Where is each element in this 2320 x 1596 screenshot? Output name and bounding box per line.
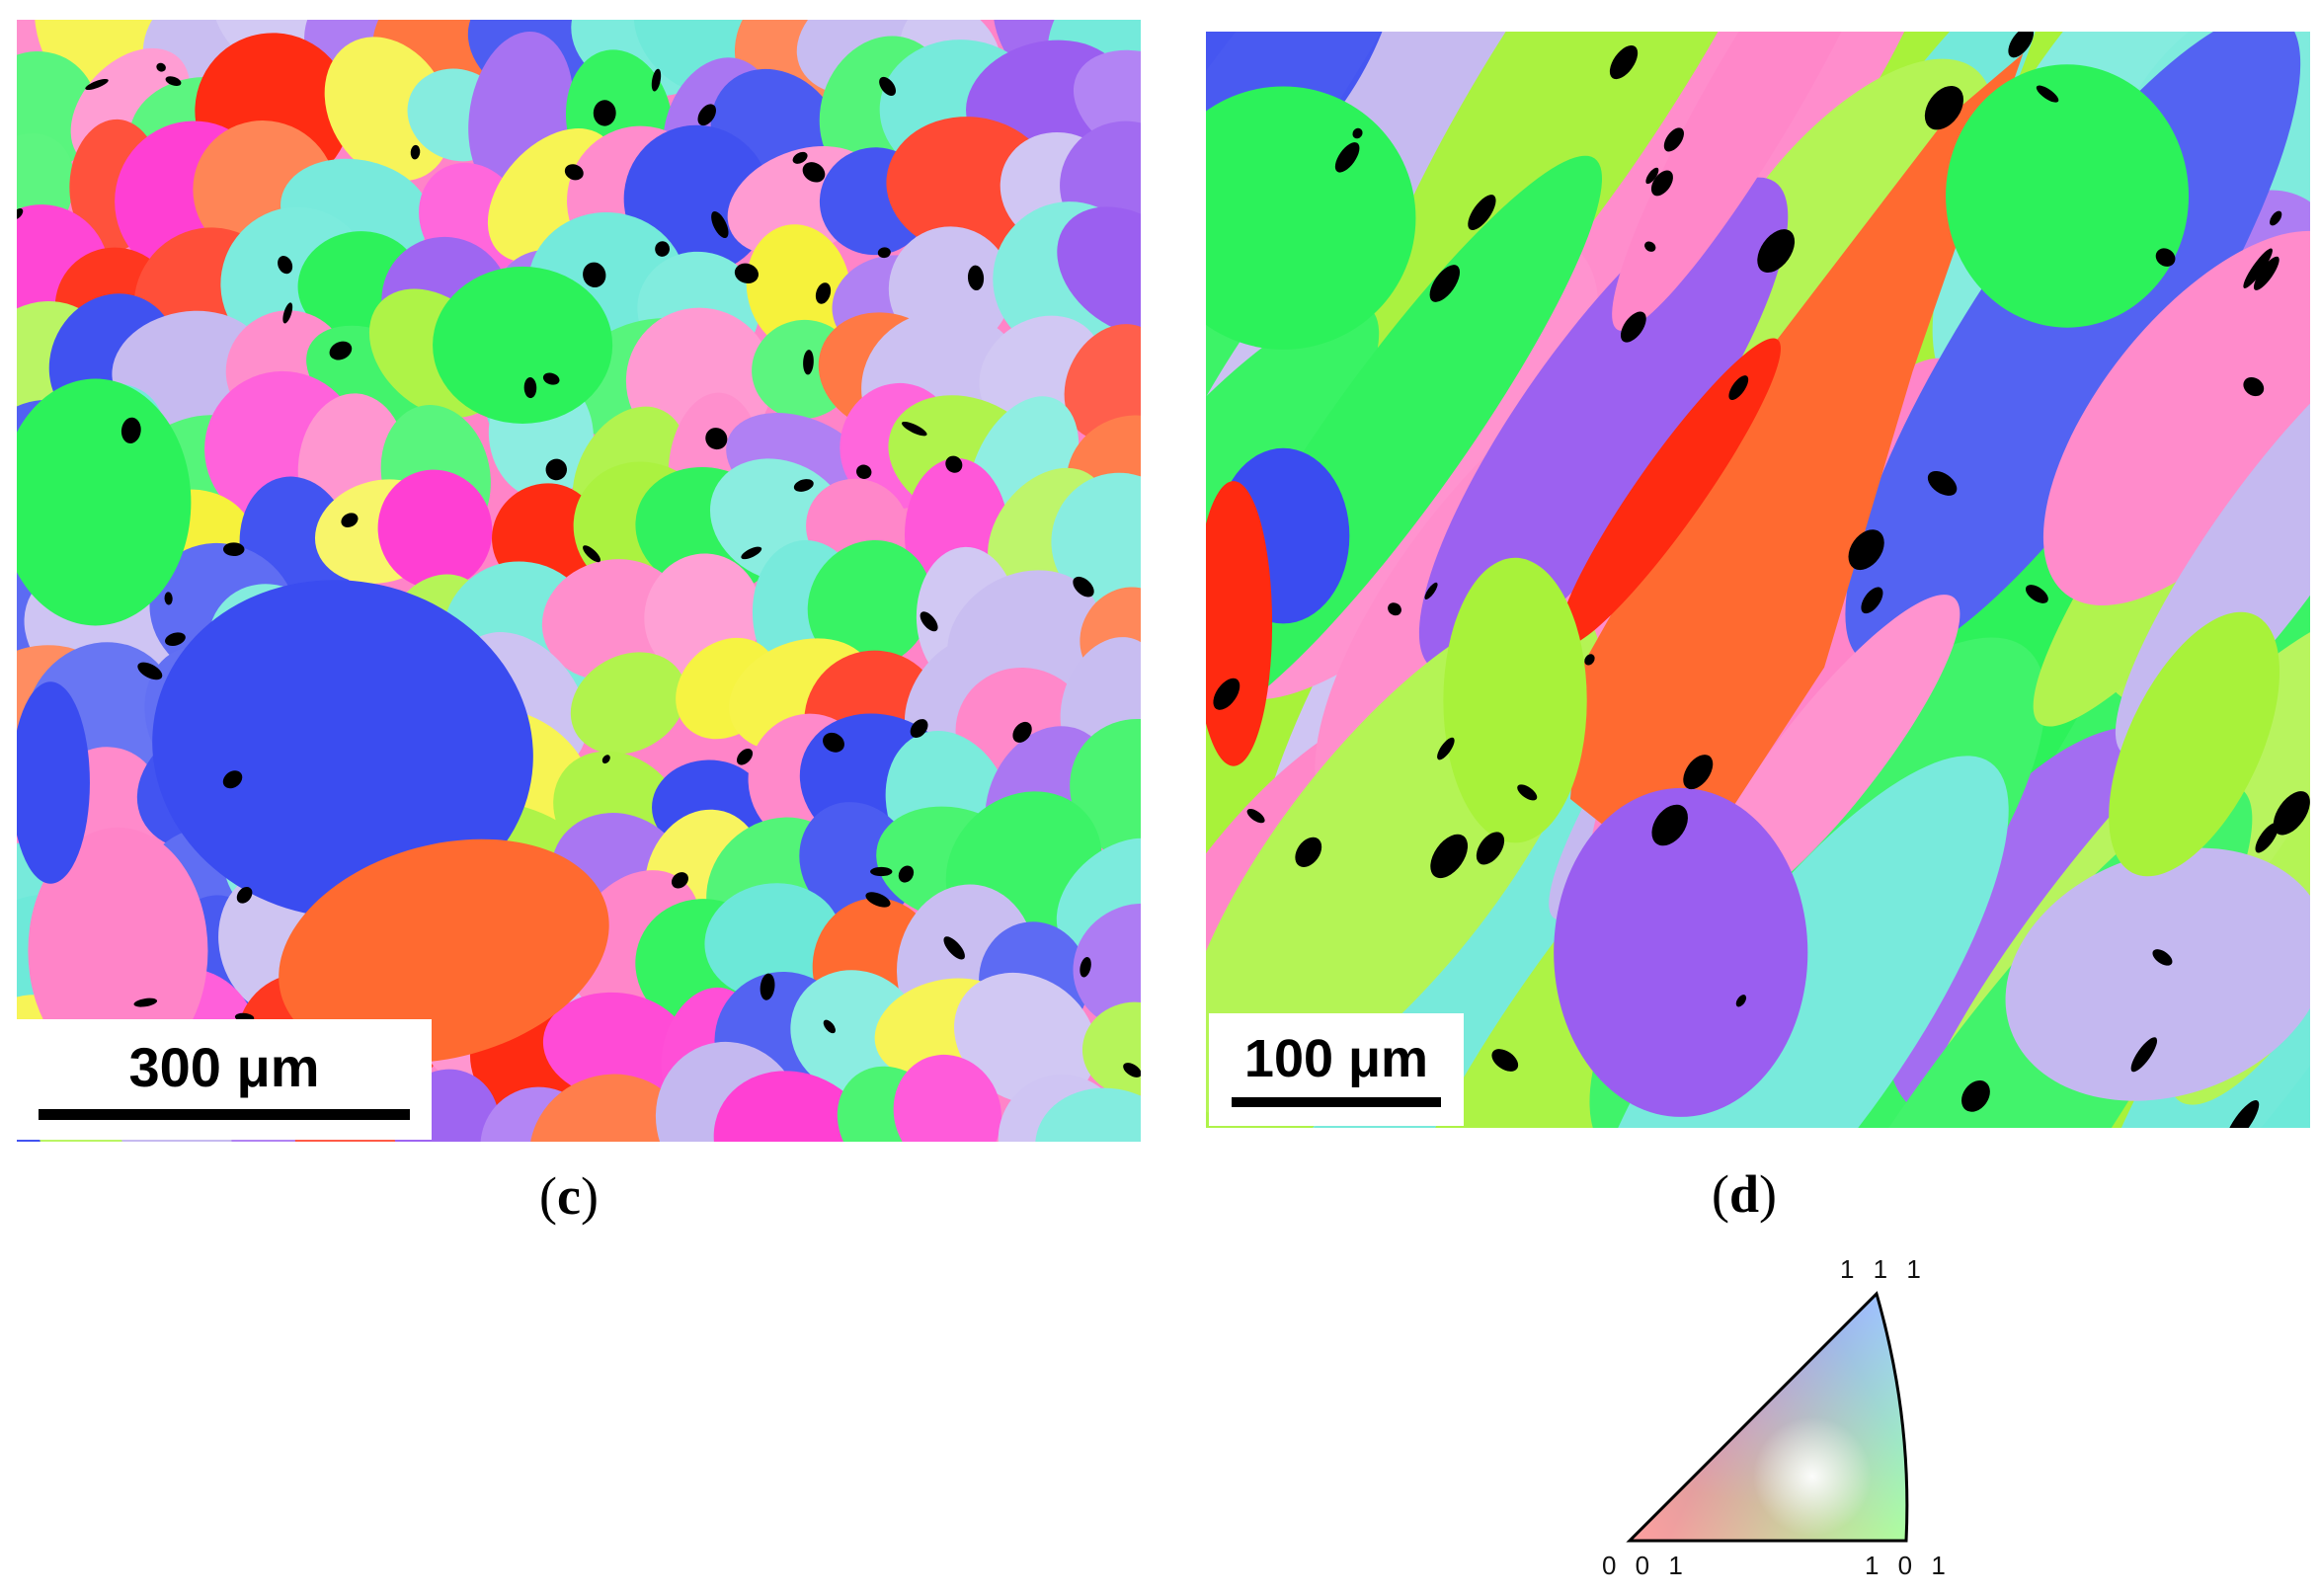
ebsd-map-c [17,20,1141,1142]
caption-letter-d: d [1728,1164,1760,1224]
grain [1081,1001,1141,1096]
ipf-triangle [1626,1291,1909,1543]
grain [2109,611,2280,877]
scale-bar-line-c [39,1108,410,1120]
scale-bar-line-d [1232,1097,1441,1107]
ipf-label-111: 1 1 1 [1840,1254,1927,1284]
scale-bar-d: 100 μm [1209,1013,1464,1126]
grain [704,883,842,999]
grain [570,652,686,755]
grain [1206,302,1380,743]
grain [1073,903,1141,1031]
grain [1070,718,1141,866]
grain-large-red [279,838,609,1064]
grain [893,1054,1001,1142]
grain [713,1071,876,1142]
grain [1612,32,1904,331]
grain-large-purple [1554,787,1808,1117]
ipf-color-key: 1 1 1 0 0 1 1 0 1 [1580,1254,1956,1590]
ipf-label-001: 0 0 1 [1602,1551,1689,1580]
grain [17,681,90,884]
grain [542,992,690,1100]
grain-map-c [17,20,1141,1142]
grain-map-d [1206,32,2310,1128]
grain [377,469,493,590]
grain [807,540,932,669]
grain-large-red [1569,53,2024,887]
grain [1064,324,1141,441]
ebsd-map-d [1206,32,2310,1128]
ipf-triangle-outline [1626,1291,1909,1543]
grain [886,117,1054,255]
grain [324,37,452,182]
grain [1035,1087,1141,1142]
grain-large-blue [152,580,533,918]
grain [1946,64,2190,328]
grain [1051,472,1141,610]
grain-red-band [1559,338,1781,646]
scale-bar-c: 300 μm [17,1019,432,1140]
grain-large-pink [28,827,208,1075]
grain [1696,58,1994,398]
grain [2005,847,2310,1101]
grain [1579,756,2009,1128]
grain [433,266,613,424]
grain-large-green [1206,86,1416,350]
grain [529,1074,691,1142]
caption-d: (d) [1712,1164,1778,1224]
grain [1443,557,1587,843]
caption-letter-c: c [556,1166,581,1226]
grain-large-green [17,378,192,626]
grain [746,224,851,352]
grain [541,559,684,680]
caption-c: (c) [539,1166,599,1226]
scale-bar-label-c: 300 μm [128,1035,320,1098]
grain [2042,230,2310,606]
ipf-label-101: 1 0 1 [1865,1551,1952,1580]
grain [17,51,98,176]
grain [1418,177,1789,673]
grain [954,972,1097,1105]
scale-bar-label-d: 100 μm [1243,1029,1429,1088]
grain [1057,206,1141,337]
